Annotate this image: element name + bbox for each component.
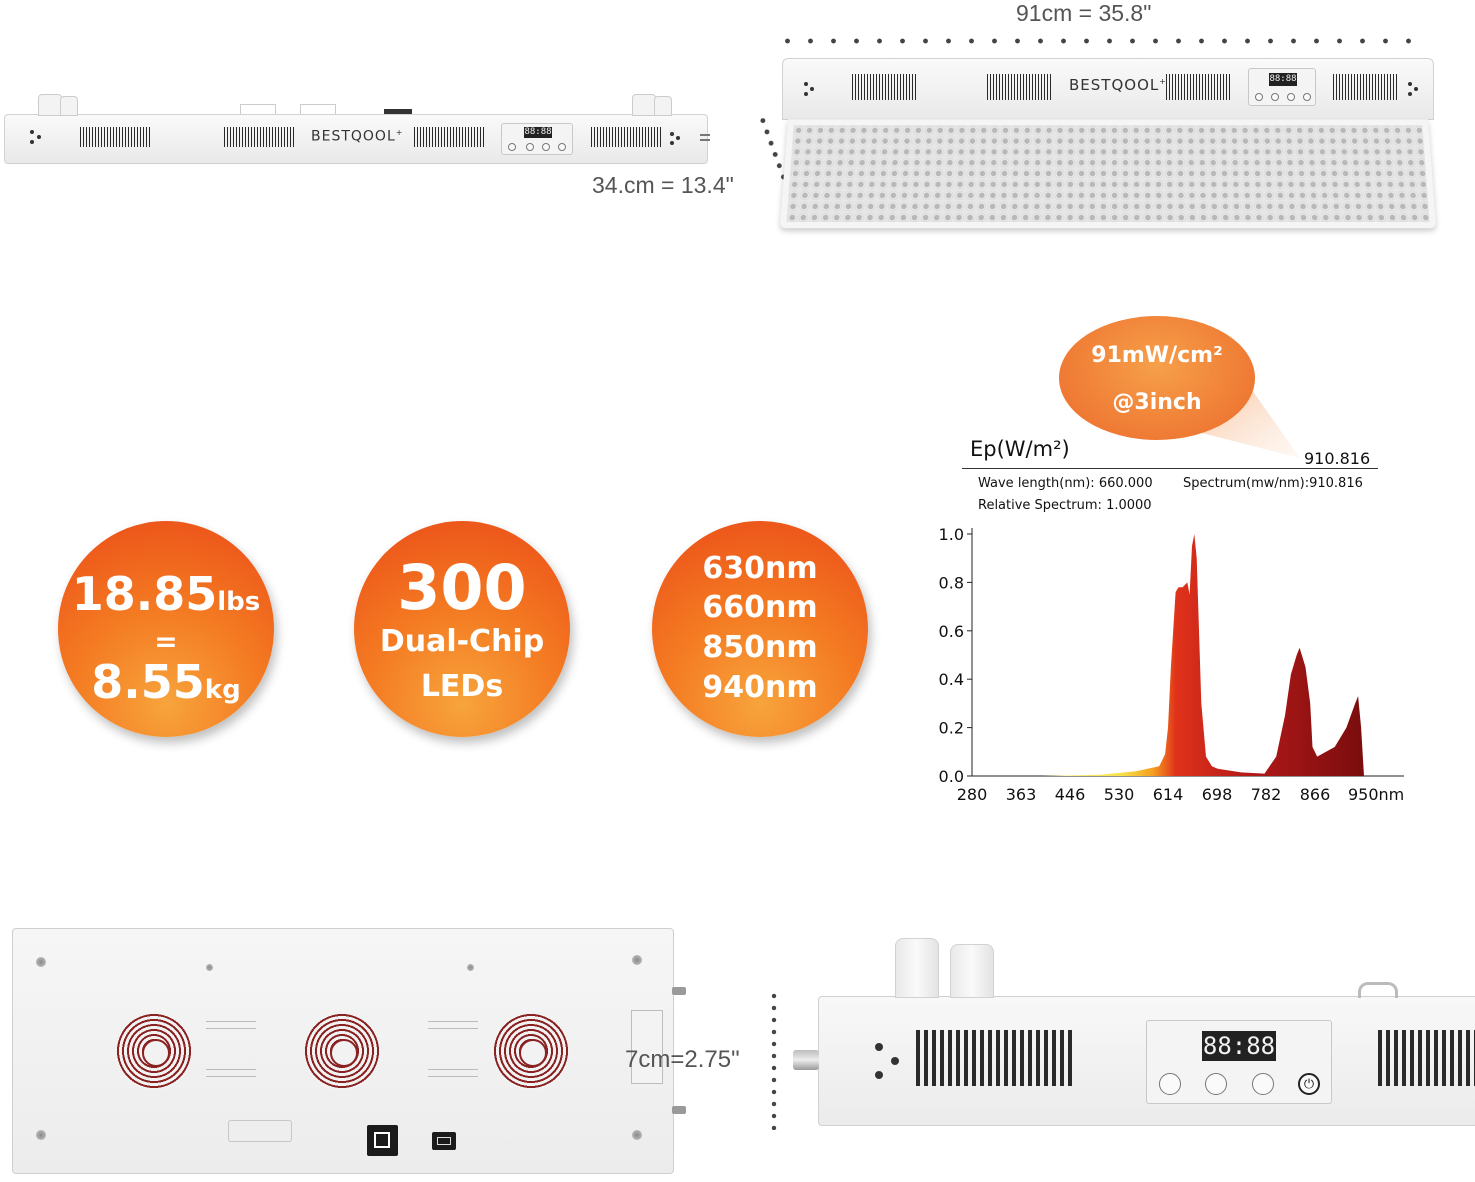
vent-grille <box>591 127 661 147</box>
mode-button-side-1[interactable] <box>526 143 534 151</box>
chart-info-relative: Relative Spectrum: 1.0000 <box>978 498 1152 513</box>
weight-circle: 18.85lbs = 8.55kg <box>58 521 274 737</box>
control-panel-closeup: 88:88 ⏻ <box>1146 1020 1332 1104</box>
y-tick-label: 0.4 <box>939 670 964 689</box>
vent-grille <box>1166 74 1230 100</box>
nir-button[interactable] <box>1205 1073 1227 1095</box>
x-tick-label: 866 <box>1300 785 1331 804</box>
width-dimension-label: 34.cm = 13.4" <box>592 172 734 198</box>
vent-grille <box>414 127 484 147</box>
vent-grille <box>852 74 916 100</box>
x-tick-label: 698 <box>1202 785 1233 804</box>
led-count-circle: 300 Dual-Chip LEDs <box>354 521 570 737</box>
mode-button-front-1[interactable] <box>1271 93 1279 101</box>
y-tick-label: 0.8 <box>939 573 964 592</box>
cooling-fan-1 <box>115 1012 193 1090</box>
spectrum-area <box>972 534 1364 776</box>
y-tick-label: 0.2 <box>939 719 964 738</box>
x-tick-label: 446 <box>1055 785 1086 804</box>
vent-grille <box>224 127 294 147</box>
mode-button-front-3[interactable] <box>1303 93 1311 101</box>
power-button-side[interactable] <box>508 143 516 151</box>
chart-info-spectrum: Spectrum(mw/nm):910.816 <box>1183 476 1363 491</box>
timer-display: 88:88 <box>524 127 552 138</box>
x-tick-label: 614 <box>1153 785 1184 804</box>
x-tick-label: 363 <box>1006 785 1037 804</box>
wavelength-circle: 630nm 660nm 850nm 940nm <box>652 521 868 737</box>
spectrum-chart: 0.0 0.2 0.4 0.6 0.8 1.0 280 363 446 530 614 698 782 8… <box>939 525 1405 804</box>
chart-info-wavelength: Wave length(nm): 660.000 <box>978 476 1153 491</box>
x-tick-label: 782 <box>1251 785 1282 804</box>
height-dimension-dotline <box>771 990 777 1130</box>
length-dimension-dotline <box>776 38 1422 44</box>
mode-button-side-2[interactable] <box>542 143 550 151</box>
power-button-closeup[interactable]: ⏻ <box>1298 1073 1320 1095</box>
power-button-front[interactable] <box>1255 93 1263 101</box>
chart-peak-value: 910.816 <box>1304 449 1371 468</box>
control-panel-front: 88:88 <box>1248 68 1316 106</box>
length-dimension-label: 91cm = 35.8" <box>1016 0 1152 26</box>
chart-title: Ep(W/m²) <box>970 437 1070 461</box>
vent-grille <box>1378 1030 1475 1086</box>
timer-display-closeup: 88:88 <box>1202 1031 1276 1061</box>
power-switch[interactable] <box>367 1125 398 1156</box>
mode-button-side-3[interactable] <box>558 143 566 151</box>
power-icon: ⏻ <box>1303 1076 1315 1091</box>
vent-grille <box>987 74 1051 100</box>
chart-title-rule <box>962 468 1378 469</box>
vent-grille <box>80 127 150 147</box>
irradiance-bubble: 91mW/cm² @3inch <box>1059 316 1255 440</box>
control-panel-side: 88:88 <box>501 123 573 155</box>
vent-grille <box>1333 74 1397 100</box>
timer-display-front: 88:88 <box>1269 73 1297 86</box>
height-dimension-label: 7cm=2.75" <box>625 1046 740 1073</box>
power-inlet[interactable] <box>432 1132 456 1150</box>
red-button[interactable] <box>1252 1073 1274 1095</box>
timer-button[interactable] <box>1159 1073 1181 1095</box>
cooling-fan-2 <box>303 1012 381 1090</box>
mode-button-front-2[interactable] <box>1287 93 1295 101</box>
cooling-fan-3 <box>492 1012 570 1090</box>
x-tick-label: 280 <box>957 785 988 804</box>
vent-grille <box>916 1030 1072 1086</box>
x-tick-label: 950nm <box>1348 785 1404 804</box>
y-tick-label: 1.0 <box>939 525 964 544</box>
y-tick-label: 0.6 <box>939 622 964 641</box>
brand-logo-front: BESTQOOL+ <box>1069 76 1167 94</box>
x-tick-label: 530 <box>1104 785 1135 804</box>
brand-logo-side: BESTQOOL+ <box>311 128 404 145</box>
y-tick-label: 0.0 <box>939 767 964 786</box>
